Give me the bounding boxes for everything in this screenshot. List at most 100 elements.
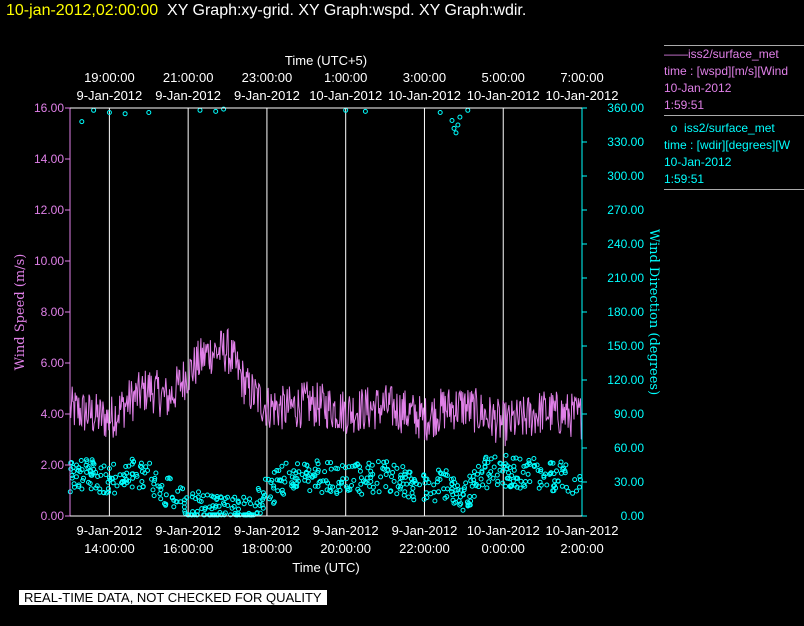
- wind-direction-point: [455, 483, 460, 489]
- wind-direction-point: [398, 484, 404, 490]
- wind-direction-point: [535, 468, 541, 473]
- wind-direction-point: [84, 469, 90, 475]
- left-tick-label: 6.00: [41, 356, 65, 370]
- wind-direction-point: [524, 462, 530, 468]
- wind-direction-point: [295, 478, 301, 484]
- wind-direction-point: [507, 484, 513, 490]
- left-tick-label: 16.00: [34, 101, 64, 115]
- wind-direction-point: [173, 499, 179, 504]
- wind-direction-point: [72, 484, 77, 490]
- wind-direction-point: [281, 491, 287, 497]
- wind-direction-point: [352, 462, 358, 468]
- wind-direction-point: [93, 485, 99, 491]
- wind-direction-point: [312, 483, 318, 489]
- wind-direction-point: [76, 482, 82, 488]
- right-tick-label: 180.00: [607, 305, 644, 319]
- wind-direction-point: [554, 468, 559, 474]
- wind-direction-point: [394, 491, 400, 497]
- right-tick-label: 240.00: [607, 237, 644, 251]
- wind-direction-point: [421, 473, 427, 479]
- wind-direction-point: [553, 485, 559, 491]
- wind-direction-point: [479, 468, 485, 474]
- wind-direction-point: [417, 482, 422, 488]
- wind-direction-point: [286, 470, 292, 476]
- wind-direction-point: [80, 478, 86, 484]
- bottom-tick-time: 14:00:00: [84, 541, 135, 556]
- wind-direction-point: [218, 494, 224, 500]
- wind-direction-point: [325, 460, 330, 466]
- wind-direction-point: [112, 490, 118, 496]
- wind-direction-point: [478, 476, 484, 482]
- legend-wspd-line2: time : [wspd][m/s][Wind: [664, 64, 789, 78]
- wind-direction-point: [122, 111, 128, 117]
- wind-direction-point: [517, 456, 523, 462]
- top-tick-time: 3:00:00: [403, 70, 446, 85]
- wind-direction-point: [520, 469, 526, 475]
- wind-direction-point: [345, 486, 351, 492]
- wind-direction-point: [71, 481, 77, 487]
- wind-direction-point: [91, 107, 97, 113]
- wind-direction-point: [88, 486, 94, 492]
- wind-direction-point: [387, 489, 393, 494]
- wind-direction-point: [292, 475, 298, 481]
- wind-direction-point: [414, 481, 419, 487]
- wind-direction-point: [247, 496, 253, 502]
- legend-top-rule: [664, 45, 804, 46]
- bottom-tick-date: 9-Jan-2012: [313, 523, 379, 538]
- right-tick-label: 0.00: [621, 509, 645, 523]
- right-tick-label: 330.00: [607, 135, 644, 149]
- wind-direction-point: [103, 472, 109, 478]
- wind-direction-point: [552, 478, 558, 484]
- wind-direction-point: [523, 479, 528, 484]
- wind-direction-point: [355, 486, 361, 492]
- wind-direction-point: [527, 479, 533, 485]
- wind-direction-point: [548, 470, 554, 476]
- wind-direction-point: [358, 475, 364, 481]
- wind-direction-point: [467, 473, 473, 479]
- wind-direction-point: [69, 475, 75, 481]
- wind-direction-point: [314, 458, 320, 464]
- line-marker-icon: ——: [664, 47, 688, 61]
- wind-direction-point: [449, 486, 455, 492]
- wind-direction-point: [510, 455, 516, 461]
- wind-direction-point: [374, 480, 380, 486]
- right-tick-label: 360.00: [607, 101, 644, 115]
- wind-direction-point: [90, 460, 96, 466]
- wind-direction-point: [443, 468, 449, 474]
- wind-direction-point: [436, 489, 441, 495]
- wind-direction-point: [389, 474, 394, 480]
- wind-direction-point: [145, 468, 150, 473]
- wind-direction-point: [460, 507, 466, 513]
- wind-direction-point: [488, 456, 494, 462]
- wind-direction-point: [343, 476, 349, 482]
- wind-direction-point: [512, 482, 518, 488]
- wind-direction-point: [431, 482, 437, 488]
- wind-direction-point: [276, 477, 282, 483]
- wind-direction-point: [438, 471, 444, 477]
- wind-direction-point: [368, 472, 374, 478]
- wind-direction-point: [315, 469, 321, 475]
- wind-direction-point: [202, 505, 208, 511]
- top-tick-time: 5:00:00: [482, 70, 525, 85]
- wind-direction-point: [410, 494, 416, 500]
- left-tick-label: 14.00: [34, 152, 64, 166]
- wind-direction-point: [558, 459, 564, 465]
- wind-direction-point: [312, 466, 318, 472]
- wind-direction-point: [261, 494, 267, 500]
- wind-direction-point: [339, 480, 345, 486]
- wind-direction-point: [85, 465, 91, 471]
- wind-direction-point: [452, 480, 458, 486]
- right-tick-label: 30.00: [614, 475, 644, 489]
- wind-direction-point: [189, 512, 195, 518]
- wind-direction-point: [267, 496, 272, 502]
- wind-direction-point: [319, 490, 325, 495]
- wind-direction-point: [381, 459, 387, 465]
- wind-direction-point: [271, 483, 277, 489]
- wind-direction-point: [257, 503, 263, 508]
- wind-direction-point: [406, 494, 412, 500]
- bottom-tick-time: 2:00:00: [560, 541, 603, 556]
- wind-direction-point: [449, 118, 455, 123]
- wind-direction-point: [190, 491, 196, 497]
- graph-titles: XY Graph:xy-grid. XY Graph:wspd. XY Grap…: [167, 2, 527, 19]
- wind-direction-point: [385, 468, 391, 474]
